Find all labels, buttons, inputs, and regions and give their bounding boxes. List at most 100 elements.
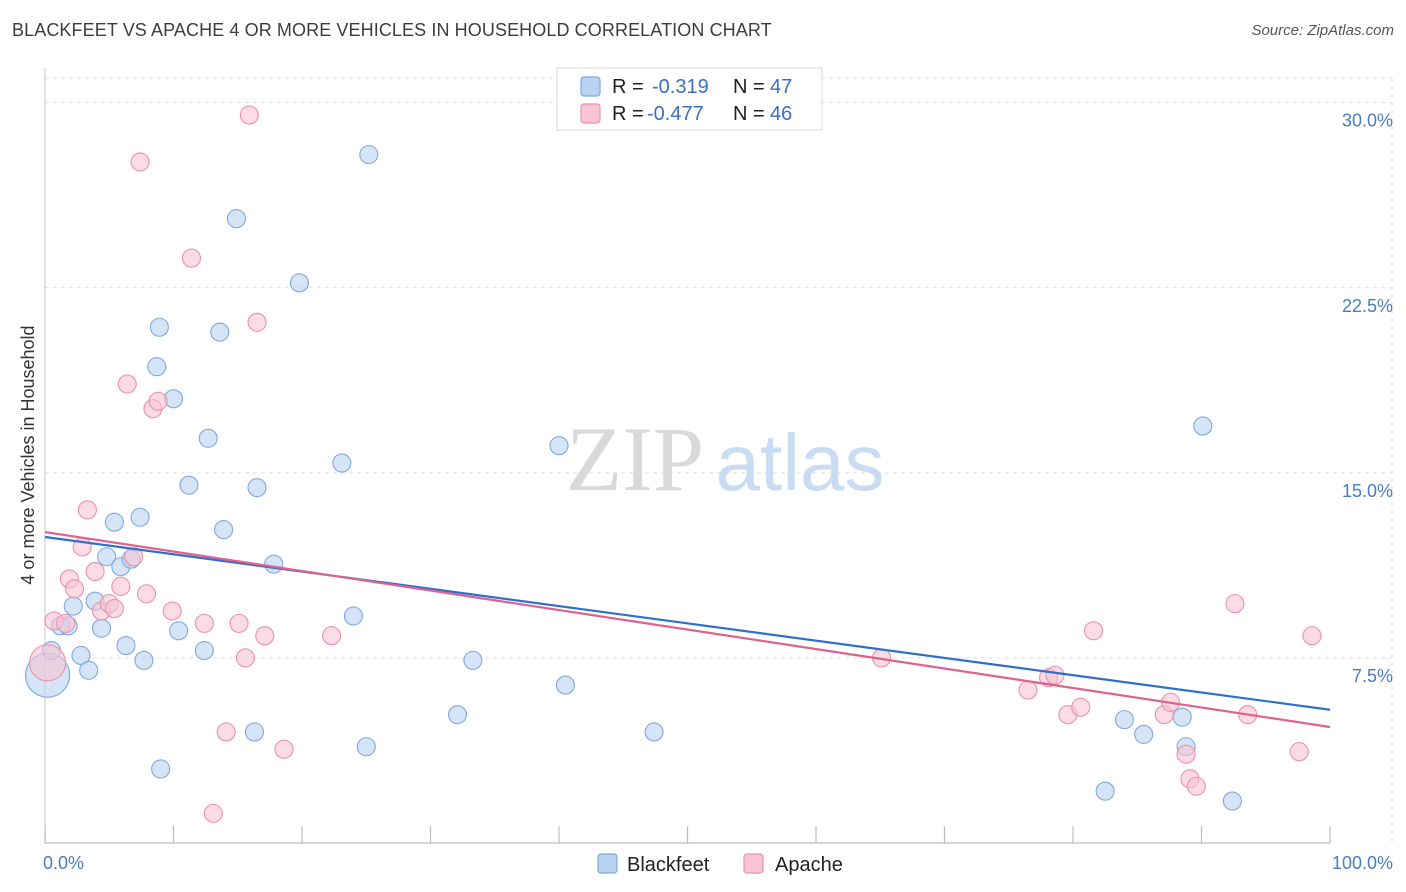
blackfeet-point <box>214 520 234 540</box>
blackfeet-point <box>149 317 169 337</box>
y-tick-label: 7.5% <box>1352 666 1393 686</box>
apache-point <box>1176 744 1196 764</box>
blackfeet-point <box>1193 416 1213 436</box>
apache-point <box>162 601 182 621</box>
blackfeet-point <box>226 209 247 229</box>
apache-point <box>148 391 168 411</box>
legend-n-value-blackfeet: 47 <box>770 76 792 98</box>
data-points <box>25 105 1322 823</box>
legend-r-label-apache: R = <box>612 103 644 125</box>
apache-point <box>235 648 256 668</box>
apache-point <box>56 613 76 633</box>
apache-point <box>216 722 236 742</box>
blackfeet-point <box>130 507 150 527</box>
blackfeet-point <box>79 660 99 680</box>
y-tick-label: 22.5% <box>1342 296 1393 316</box>
watermark-atlas: atlas <box>716 418 885 507</box>
blackfeet-point <box>1222 791 1242 811</box>
x-tick-label: 100.0% <box>1332 853 1393 873</box>
blackfeet-point <box>91 618 112 638</box>
apache-point <box>1045 665 1065 685</box>
apache-point <box>203 803 223 823</box>
blackfeet-point <box>210 322 230 342</box>
blackfeet-point <box>332 453 352 473</box>
apache-point <box>111 576 131 596</box>
blackfeet-point <box>343 606 363 626</box>
axes: 7.5% 15.0% 22.5% 30.0% 0.0% 100.0% <box>43 68 1393 873</box>
blackfeet-point <box>97 547 117 567</box>
trend-lines <box>44 530 1331 729</box>
blackfeet-point <box>247 478 267 498</box>
y-tick-label: 15.0% <box>1342 481 1393 501</box>
apache-point <box>194 613 214 633</box>
apache-point <box>1186 776 1206 796</box>
legend-swatch-blackfeet <box>580 76 601 97</box>
series-legend-swatch-blackfeet <box>597 853 618 874</box>
blackfeet-point <box>289 273 309 293</box>
apache-point <box>229 613 249 633</box>
blackfeet-point <box>549 436 569 456</box>
blackfeet-point <box>104 512 124 532</box>
series-legend-label-blackfeet: Blackfeet <box>627 854 710 876</box>
y-tick-label: 30.0% <box>1342 111 1393 131</box>
series-legend: Blackfeet Apache <box>597 853 843 876</box>
apache-point <box>255 626 275 646</box>
legend-r-value-blackfeet: -0.319 <box>652 76 709 98</box>
blackfeet-trend-line <box>44 535 1331 711</box>
blackfeet-point <box>359 144 379 165</box>
blackfeet-point <box>264 554 284 574</box>
blackfeet-point <box>356 737 376 757</box>
blackfeet-point <box>1095 781 1115 801</box>
blackfeet-point <box>644 722 664 742</box>
blackfeet-point <box>63 596 83 616</box>
watermark-zip: ZIP <box>566 408 704 510</box>
legend-n-value-apache: 46 <box>770 103 792 125</box>
blackfeet-point <box>555 675 575 695</box>
apache-point <box>239 105 259 125</box>
blackfeet-point <box>1114 710 1134 730</box>
blackfeet-point <box>198 428 218 448</box>
apache-point <box>181 248 202 268</box>
apache-point <box>124 547 144 567</box>
legend-n-label-blackfeet: N = <box>733 76 765 98</box>
apache-point <box>1018 680 1038 700</box>
blackfeet-point <box>1134 724 1154 744</box>
blackfeet-point <box>116 636 136 656</box>
correlation-legend: R = -0.319 N = 47 R = -0.477 N = 46 <box>556 67 823 131</box>
legend-box <box>556 67 823 131</box>
apache-point <box>247 312 267 332</box>
legend-n-label-apache: N = <box>733 103 765 125</box>
blackfeet-point <box>1172 707 1192 727</box>
apache-point <box>1289 742 1309 762</box>
apache-point <box>1071 697 1091 717</box>
apache-point <box>136 584 157 604</box>
apache-point <box>104 599 124 619</box>
y-axis-label: 4 or more Vehicles in Household <box>18 325 38 584</box>
apache-point <box>130 152 150 172</box>
apache-point <box>117 374 137 394</box>
legend-swatch-apache <box>580 103 601 124</box>
blackfeet-point <box>134 650 154 670</box>
apache-point <box>29 644 67 682</box>
apache-point <box>322 626 342 646</box>
source-credit: Source: ZipAtlas.com <box>1251 22 1394 39</box>
blackfeet-point <box>151 759 171 779</box>
apache-point <box>85 561 105 582</box>
legend-r-label-blackfeet: R = <box>612 76 644 98</box>
blackfeet-point <box>71 645 91 666</box>
blackfeet-point <box>194 640 214 661</box>
chart-title: BLACKFEET VS APACHE 4 OR MORE VEHICLES I… <box>12 20 772 40</box>
legend-r-value-apache: -0.477 <box>647 103 704 125</box>
apache-point <box>274 739 294 759</box>
blackfeet-point <box>244 722 265 742</box>
blackfeet-point <box>463 650 483 670</box>
blackfeet-point <box>169 621 189 641</box>
series-legend-swatch-apache <box>743 853 764 874</box>
apache-point <box>1084 621 1104 641</box>
apache-point <box>1302 626 1322 646</box>
blackfeet-point <box>147 357 167 377</box>
apache-point <box>1225 594 1245 614</box>
watermark: ZIP atlas <box>566 408 884 510</box>
apache-trend-line <box>44 530 1331 729</box>
